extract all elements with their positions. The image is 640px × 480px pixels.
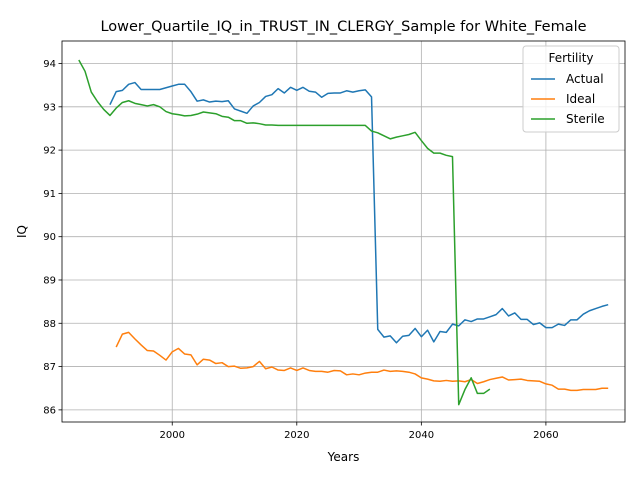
y-axis-label: IQ bbox=[15, 225, 29, 238]
x-tick-label: 2020 bbox=[284, 430, 309, 441]
y-tick-label: 89 bbox=[43, 275, 56, 286]
legend: Fertility Actual Ideal Sterile bbox=[523, 46, 619, 132]
x-tick-label: 2040 bbox=[409, 430, 434, 441]
y-tick-label: 93 bbox=[43, 102, 56, 113]
y-tick-label: 91 bbox=[43, 189, 56, 200]
legend-label-sterile: Sterile bbox=[566, 112, 605, 126]
y-tick-label: 86 bbox=[43, 405, 56, 416]
x-tick-label: 2060 bbox=[533, 430, 558, 441]
y-tick-label: 92 bbox=[43, 146, 56, 157]
legend-label-actual: Actual bbox=[566, 72, 604, 86]
x-axis-label: Years bbox=[327, 450, 360, 464]
legend-title: Fertility bbox=[548, 51, 593, 65]
y-tick-label: 90 bbox=[43, 232, 56, 243]
y-tick-label: 87 bbox=[43, 362, 56, 373]
x-tick-label: 2000 bbox=[160, 430, 185, 441]
y-tick-label: 94 bbox=[43, 59, 56, 70]
chart-title: Lower_Quartile_IQ_in_TRUST_IN_CLERGY_Sam… bbox=[100, 19, 586, 35]
y-tick-label: 88 bbox=[43, 319, 56, 330]
legend-label-ideal: Ideal bbox=[566, 92, 595, 106]
